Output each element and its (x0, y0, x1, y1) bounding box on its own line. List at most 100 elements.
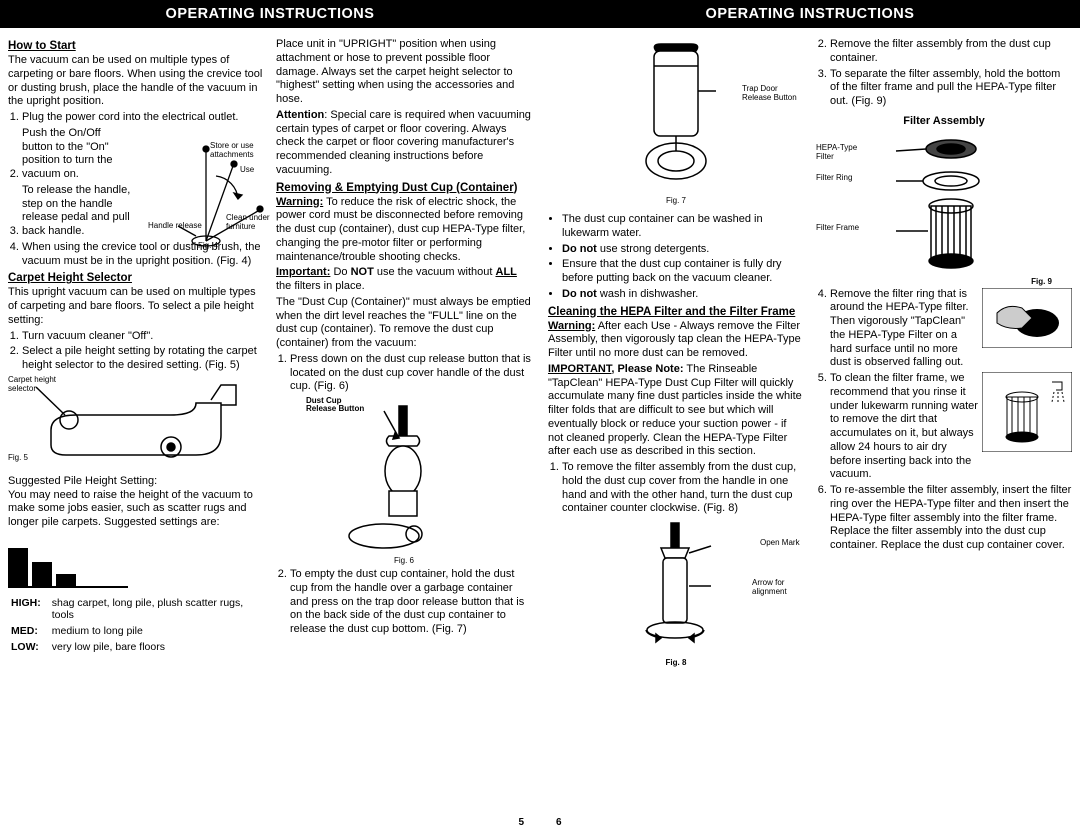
list-item: Plug the power cord into the electrical … (22, 111, 264, 125)
filter-exploded-diagram-icon (876, 131, 1026, 281)
list-item: Do not wash in dishwasher. (562, 288, 804, 302)
pile-height-bar-chart (8, 536, 128, 588)
fig8-label-a: Open Mark (760, 538, 800, 547)
page-number-left: 5 (518, 817, 524, 828)
list-text: To clean the filter frame, we recommend … (830, 372, 978, 480)
list-item: To re-assemble the filter assembly, inse… (830, 484, 1072, 553)
cleaning-imp-pn: Please Note: (614, 363, 683, 375)
heading-removing: Removing & Emptying Dust Cup (Container) (276, 182, 532, 194)
note-rest-2: wash in dishwasher. (600, 288, 698, 300)
figure-6: Dust Cup Release Button (276, 396, 532, 566)
heading-filter-assembly: Filter Assembly (816, 115, 1072, 129)
table-row: LOW: very low pile, bare floors (10, 640, 262, 654)
left-columns: How to Start The vacuum can be used on m… (8, 36, 532, 656)
figure-4: Store or use attachments Use Clean under… (148, 141, 268, 251)
carpet-paragraph: This upright vacuum can be used on multi… (8, 286, 264, 327)
donot-lead: Do not (562, 243, 597, 255)
cleaning-important: IMPORTANT, Please Note: The Rinseable "T… (548, 363, 804, 459)
attention-paragraph: Attention: Special care is required when… (276, 109, 532, 178)
left-col-1: How to Start The vacuum can be used on m… (8, 36, 264, 656)
list-item: Ensure that the dust cup container is fu… (562, 258, 804, 286)
vacuum-upright-diagram-icon (329, 396, 479, 556)
cleaning-warning: Warning: After each Use - Always remove … (548, 320, 804, 361)
important-body-2: use the vacuum without (374, 266, 496, 278)
fig7-caption: Fig. 7 (548, 196, 804, 205)
carpet-list: Turn vacuum cleaner "Off". Select a pile… (22, 330, 264, 373)
fig4-label-use: Use (240, 165, 254, 174)
warning-lead: Warning: (276, 196, 323, 208)
manual-spread: OPERATING INSTRUCTIONS How to Start The … (0, 0, 1080, 834)
fig9-caption: Fig. 9 (1031, 277, 1052, 286)
figure-tapclean (982, 288, 1072, 353)
fig6-caption: Fig. 6 (276, 556, 532, 565)
header-title-left: OPERATING INSTRUCTIONS (0, 0, 540, 28)
dust-notes-list: The dust cup container can be washed in … (562, 213, 804, 302)
fig6-label-b: Release Button (306, 404, 364, 413)
tapclean-hand-icon (982, 288, 1072, 348)
important-not: NOT (351, 266, 374, 278)
right-cont-list: Remove the filter ring that is around th… (830, 288, 1072, 553)
fig4-caption: Fig. 4 (198, 241, 218, 250)
warning-paragraph: Warning: To reduce the risk of electric … (276, 196, 532, 265)
fig4-label-handle: Handle release (148, 221, 203, 230)
upright-text: Place unit in "UPRIGHT" position when us… (276, 38, 514, 105)
cleaning-imp-lead: IMPORTANT, (548, 363, 614, 375)
attention-lead: Attention (276, 109, 324, 121)
cleaning-warn-lead: Warning: (548, 320, 595, 332)
page-right: OPERATING INSTRUCTIONS (540, 0, 1080, 834)
important-paragraph: Important: Do NOT use the vacuum without… (276, 266, 532, 294)
right-top-list: Remove the filter assembly from the dust… (830, 38, 1072, 109)
fig9-label-c: Filter Frame (816, 223, 871, 232)
important-lead: Important: (276, 266, 330, 278)
setting-key: MED: (10, 624, 49, 638)
cleaning-imp-body: The Rinseable "TapClean" HEPA-Type Dust … (548, 363, 802, 458)
cleaning-list: To remove the filter assembly from the d… (562, 461, 804, 516)
setting-value: medium to long pile (51, 624, 262, 638)
fig8-label-b: Arrow for alignment (752, 578, 800, 596)
bar-low (56, 574, 76, 586)
fig5-caption: Fig. 5 (8, 453, 28, 462)
fig4-label-store: Store or use attachments (210, 141, 268, 159)
figure-rinse (982, 372, 1072, 457)
left-col-2: Place unit in "UPRIGHT" position when us… (276, 36, 532, 656)
bar-med (32, 562, 52, 586)
suggested-paragraph: Suggested Pile Height Setting: You may n… (8, 475, 264, 530)
list-item: Select a pile height setting by rotating… (22, 345, 264, 373)
intro-paragraph: The vacuum can be used on multiple types… (8, 54, 264, 109)
setting-key: HIGH: (10, 596, 49, 622)
heading-carpet-height: Carpet Height Selector (8, 272, 264, 284)
dust-list-2: To empty the dust cup container, hold th… (290, 568, 532, 637)
dust-cup-twist-diagram-icon (601, 518, 751, 658)
important-body-1: Do (330, 266, 350, 278)
list-text: Remove the filter ring that is around th… (830, 288, 969, 369)
figure-5: Carpet height selector Fig. 5 (8, 375, 264, 473)
pile-settings-table: HIGH: shag carpet, long pile, plush scat… (8, 594, 264, 656)
right-col-2: Remove the filter assembly from the dust… (816, 36, 1072, 668)
fig7-label: Trap Door Release Button (742, 84, 800, 102)
list-item: To remove the filter assembly from the d… (562, 461, 804, 516)
list-item: Remove the filter assembly from the dust… (830, 38, 1072, 66)
right-col-1: Trap Door Release Button Fig. 7 The dust… (548, 36, 804, 668)
list-item: Do not use strong detergents. (562, 243, 804, 257)
important-all: ALL (496, 266, 517, 278)
fig4-label-clean: Clean under furniture (226, 213, 270, 231)
figure-8: Open Mark Arrow for alignment Fig. 8 (548, 518, 804, 668)
list-item: To empty the dust cup container, hold th… (290, 568, 532, 637)
fig5-label: Carpet height selector (8, 375, 63, 393)
list-item: To clean the filter frame, we recommend … (830, 372, 1072, 482)
donot-lead-2: Do not (562, 288, 597, 300)
setting-value: very low pile, bare floors (51, 640, 262, 654)
figure-7: Trap Door Release Button Fig. 7 (548, 36, 804, 211)
bar-high (8, 548, 28, 586)
list-item: Remove the filter ring that is around th… (830, 288, 1072, 371)
table-row: MED: medium to long pile (10, 624, 262, 638)
list-item: Press down on the dust cup release butto… (290, 353, 532, 394)
heading-how-to-start: How to Start (8, 40, 264, 52)
rinse-filter-icon (982, 372, 1072, 452)
dust-list-1: Press down on the dust cup release butto… (290, 353, 532, 394)
note-rest: use strong detergents. (600, 243, 709, 255)
list-text: To release the handle, step on the handl… (22, 184, 132, 239)
table-row: HIGH: shag carpet, long pile, plush scat… (10, 596, 262, 622)
fig8-caption: Fig. 8 (548, 658, 804, 667)
header-title-right: OPERATING INSTRUCTIONS (540, 0, 1080, 28)
